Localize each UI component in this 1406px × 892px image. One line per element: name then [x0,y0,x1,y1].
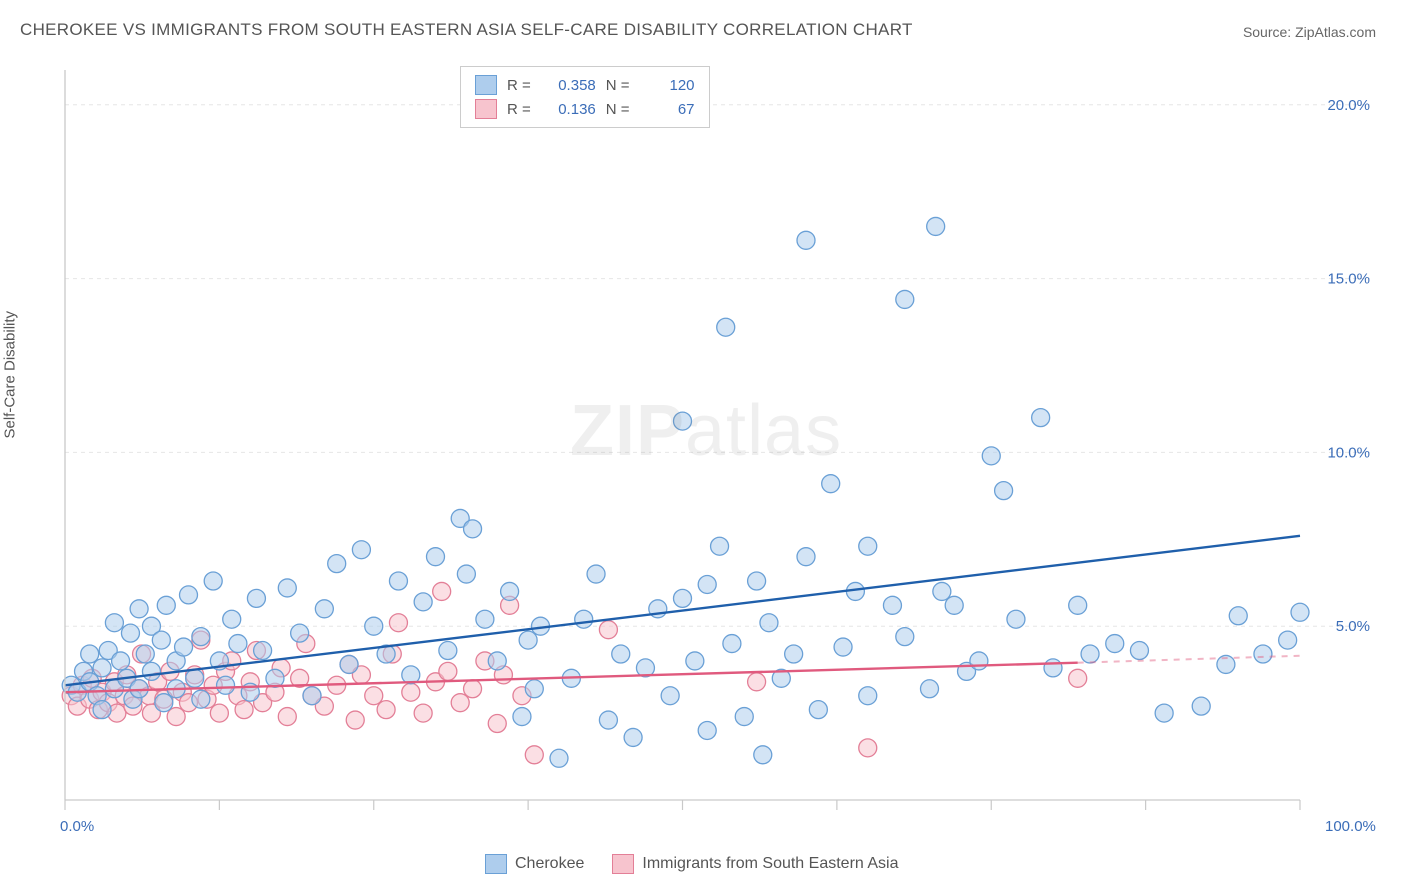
svg-text:10.0%: 10.0% [1327,444,1370,461]
legend-series: Cherokee Immigrants from South Eastern As… [485,854,898,874]
legend-statistics: R = 0.358 N = 120 R = 0.136 N = 67 [460,66,710,128]
legend-r-label: R = [507,77,531,94]
legend-n-value: 67 [640,101,695,118]
legend-series-label: Cherokee [515,855,584,873]
legend-swatch-series-b [475,99,497,119]
legend-swatch-immigrants-icon [612,854,634,874]
legend-item[interactable]: Cherokee [485,854,584,874]
scatter-plot: 5.0% 10.0% 15.0% 20.0% [55,60,1375,850]
legend-swatch-cherokee-icon [485,854,507,874]
legend-swatch-series-a [475,75,497,95]
chart-area: 5.0% 10.0% 15.0% 20.0% [55,60,1375,850]
legend-r-value: 0.136 [541,101,596,118]
svg-text:15.0%: 15.0% [1327,271,1370,288]
y-axis-label: Self-Care Disability [2,311,19,439]
source-label: Source: [1243,24,1291,40]
source-value: ZipAtlas.com [1295,24,1376,40]
legend-n-label: N = [606,77,630,94]
legend-n-label: N = [606,101,630,118]
source-attribution: Source: ZipAtlas.com [1243,24,1376,40]
svg-text:20.0%: 20.0% [1327,97,1370,114]
svg-text:5.0%: 5.0% [1336,618,1370,635]
x-axis-max-label: 100.0% [1325,818,1376,835]
legend-series-label: Immigrants from South Eastern Asia [642,855,898,873]
chart-title: CHEROKEE VS IMMIGRANTS FROM SOUTH EASTER… [20,20,913,40]
legend-item[interactable]: Immigrants from South Eastern Asia [612,854,898,874]
legend-r-value: 0.358 [541,77,596,94]
x-axis-min-label: 0.0% [60,818,94,835]
legend-n-value: 120 [640,77,695,94]
legend-r-label: R = [507,101,531,118]
